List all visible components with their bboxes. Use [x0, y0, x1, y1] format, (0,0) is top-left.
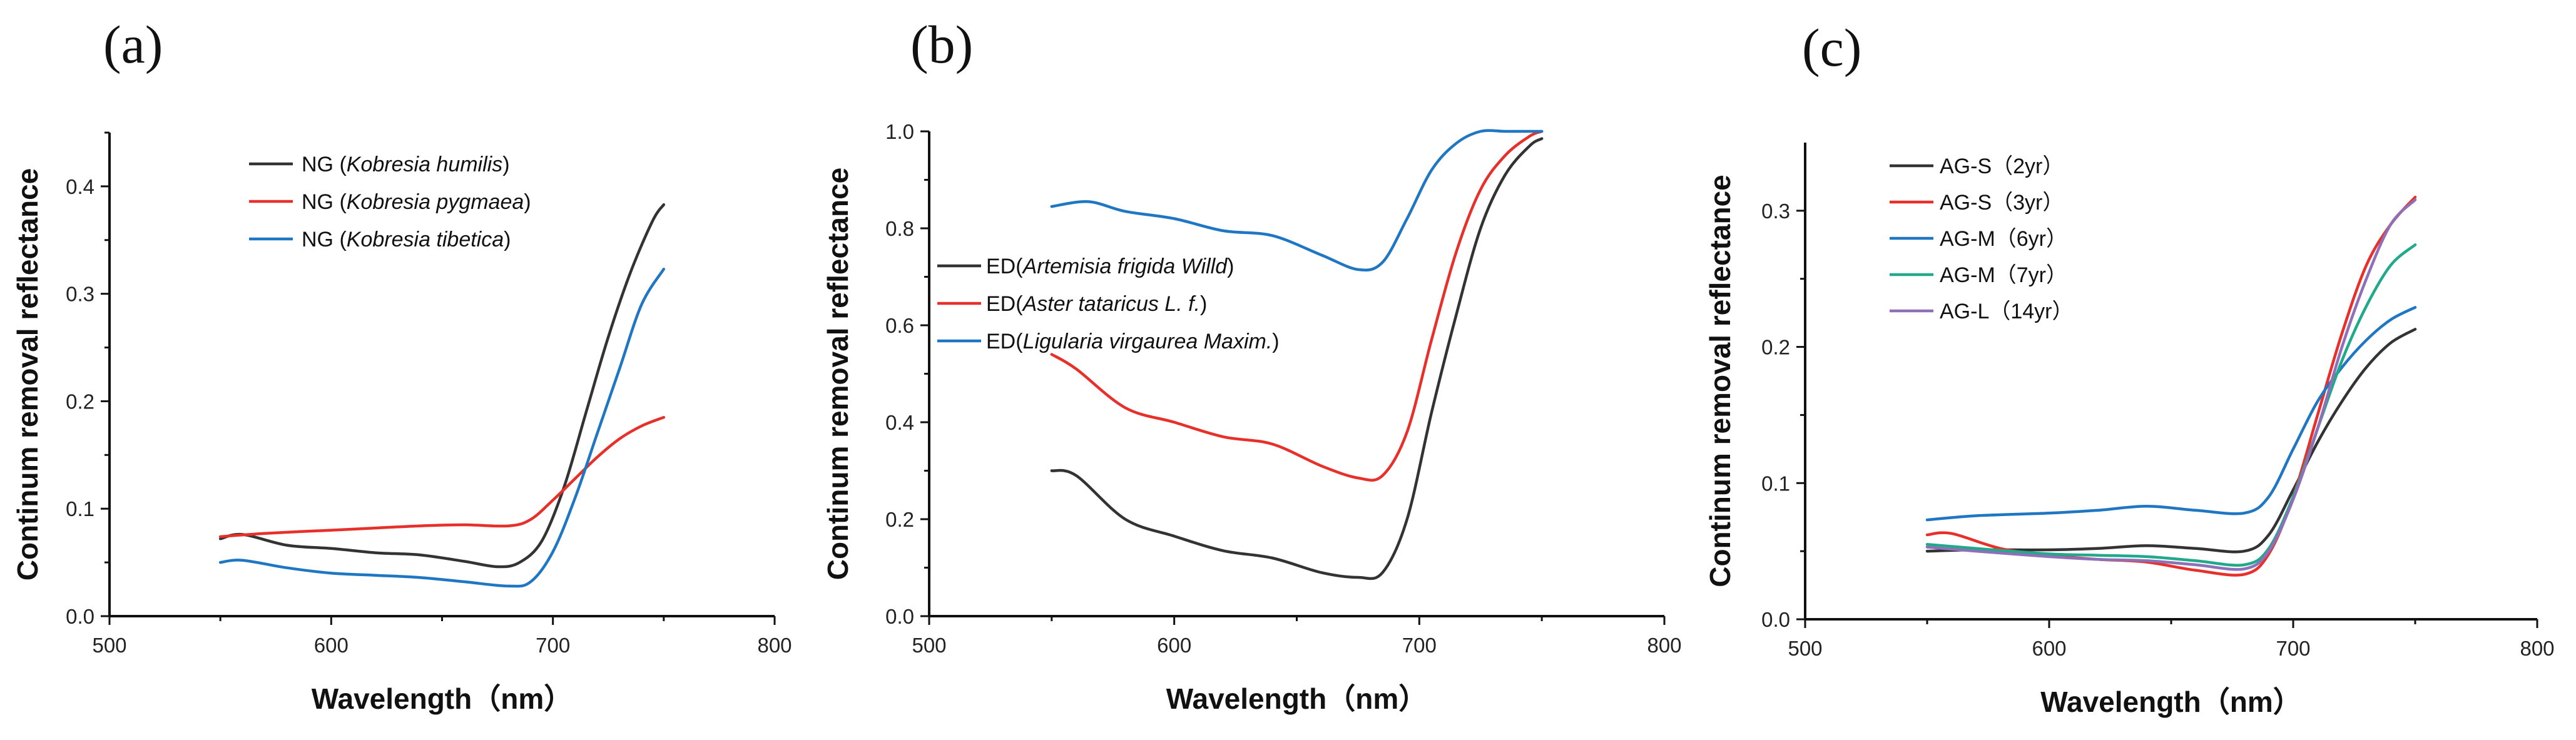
series-line — [1925, 195, 2417, 577]
legend-species: Artemisia frigida Willd — [1022, 255, 1228, 278]
legend-label: AG-S（3yr） — [1940, 191, 2064, 215]
x-tick-label: 500 — [912, 634, 946, 657]
legend-prefix: NG ( — [302, 153, 347, 176]
x-tick-label: 700 — [536, 634, 570, 657]
series-line — [1925, 328, 2417, 554]
legend-suffix: ) — [504, 228, 511, 251]
x-tick-label: 700 — [1402, 634, 1437, 657]
legend-suffix: ) — [524, 190, 531, 214]
series-line — [218, 267, 666, 588]
series-line — [218, 415, 666, 539]
legend-species: Kobresia pygmaea — [347, 190, 524, 214]
legend-suffix: ) — [502, 153, 509, 176]
legend-name: AG-M（7yr） — [1940, 263, 2067, 287]
series-line — [1050, 129, 1544, 272]
panel-label: (b) — [910, 14, 973, 74]
series-line — [1050, 129, 1544, 482]
x-tick-label: 500 — [1788, 637, 1822, 660]
legend-label: AG-S（2yr） — [1940, 155, 2064, 178]
panel-a: (a) 500 600 700 800 0.0 0.1 0.2 0.3 0.4 Wavelength… — [11, 14, 792, 715]
y-tick-label: 0.0 — [885, 605, 914, 628]
legend: NG (Kobresia humilis)NG (Kobresia pygmae… — [249, 153, 531, 251]
y-tick-label: 0.4 — [885, 411, 914, 434]
y-axis-title: Continum removal reflectance — [822, 168, 854, 580]
series-line — [218, 203, 666, 569]
legend-label: AG-M（6yr） — [1940, 227, 2067, 251]
legend-label: AG-L（14yr） — [1940, 300, 2074, 323]
x-tick-label: 800 — [757, 634, 792, 657]
legend: ED(Artemisia frigida Willd)ED(Aster tata… — [937, 255, 1280, 353]
legend-label: NG (Kobresia tibetica) — [302, 228, 511, 251]
panel-label: (a) — [103, 14, 163, 74]
y-axis-title: Continum removal reflectance — [11, 168, 44, 581]
legend-suffix: ) — [1227, 255, 1234, 278]
series-line — [1925, 306, 2417, 522]
legend-label: NG (Kobresia pygmaea) — [302, 190, 531, 214]
y-tick-label: 1.0 — [885, 120, 914, 143]
legend-label: NG (Kobresia humilis) — [302, 153, 510, 176]
x-tick-label: 500 — [92, 634, 126, 657]
legend: AG-S（2yr） AG-S（3yr） AG-M（6yr） AG-M（7yr） AG-L… — [1890, 155, 2074, 323]
y-tick-label: 0.6 — [885, 314, 914, 337]
y-tick-label: 0.3 — [66, 283, 94, 306]
legend-species: Aster tataricus L. f. — [1022, 292, 1200, 316]
series-line — [1925, 243, 2417, 567]
legend-label: ED(Ligularia virgaurea Maxim.) — [986, 330, 1280, 353]
y-tick-label: 0.1 — [1761, 472, 1790, 495]
x-axis-title: Wavelength（nm） — [1166, 682, 1427, 715]
series-line — [1050, 137, 1544, 580]
x-tick-label: 600 — [314, 634, 349, 657]
panel-label: (c) — [1802, 18, 1861, 78]
legend-label: ED(Artemisia frigida Willd) — [986, 255, 1234, 278]
panel-c: (c) 500 600 700 800 0.0 0.1 0.2 0.3 Wavelength（nm… — [1704, 18, 2555, 718]
y-tick-label: 0.2 — [885, 508, 914, 531]
legend-species: Kobresia tibetica — [347, 228, 504, 251]
y-axis-title: Continum removal reflectance — [1704, 175, 1736, 587]
x-tick-label: 600 — [1157, 634, 1191, 657]
y-tick-label: 0.2 — [66, 390, 94, 413]
legend-name: AG-L（14yr） — [1940, 300, 2074, 323]
legend-prefix: NG ( — [302, 228, 347, 251]
legend-species: Kobresia humilis — [347, 153, 502, 176]
y-tick-label: 0.0 — [1761, 608, 1790, 631]
legend-name: AG-M（6yr） — [1940, 227, 2067, 251]
y-tick-label: 0.4 — [66, 175, 94, 198]
legend-suffix: ) — [1200, 292, 1207, 316]
legend-label: AG-M（7yr） — [1940, 263, 2067, 287]
series-line — [1925, 198, 2417, 571]
legend-prefix: ED( — [986, 330, 1023, 353]
legend-suffix: ) — [1272, 330, 1279, 353]
x-axis-title: Wavelength（nm） — [2040, 686, 2301, 718]
x-tick-label: 600 — [2032, 637, 2066, 660]
x-tick-label: 800 — [2520, 637, 2554, 660]
legend-prefix: NG ( — [302, 190, 347, 214]
legend-label: ED(Aster tataricus L. f.) — [986, 292, 1207, 316]
legend-name: AG-S（3yr） — [1940, 191, 2064, 215]
y-tick-label: 0.2 — [1761, 336, 1790, 359]
legend-species: Ligularia virgaurea Maxim. — [1023, 330, 1273, 353]
legend-prefix: ED( — [986, 292, 1023, 316]
x-axis-title: Wavelength（nm） — [312, 682, 573, 715]
y-tick-label: 0.8 — [885, 217, 914, 240]
legend-prefix: ED( — [986, 255, 1023, 278]
y-tick-label: 0.0 — [66, 605, 94, 628]
x-tick-label: 800 — [1647, 634, 1681, 657]
y-tick-label: 0.1 — [66, 497, 94, 520]
panel-b: (b) 500 600 700 800 0.0 0.2 0.4 0.6 0.8 1.0 Wavelen… — [822, 14, 1682, 715]
x-tick-label: 700 — [2276, 637, 2310, 660]
legend-name: AG-S（2yr） — [1940, 155, 2064, 178]
y-tick-label: 0.3 — [1761, 200, 1790, 223]
